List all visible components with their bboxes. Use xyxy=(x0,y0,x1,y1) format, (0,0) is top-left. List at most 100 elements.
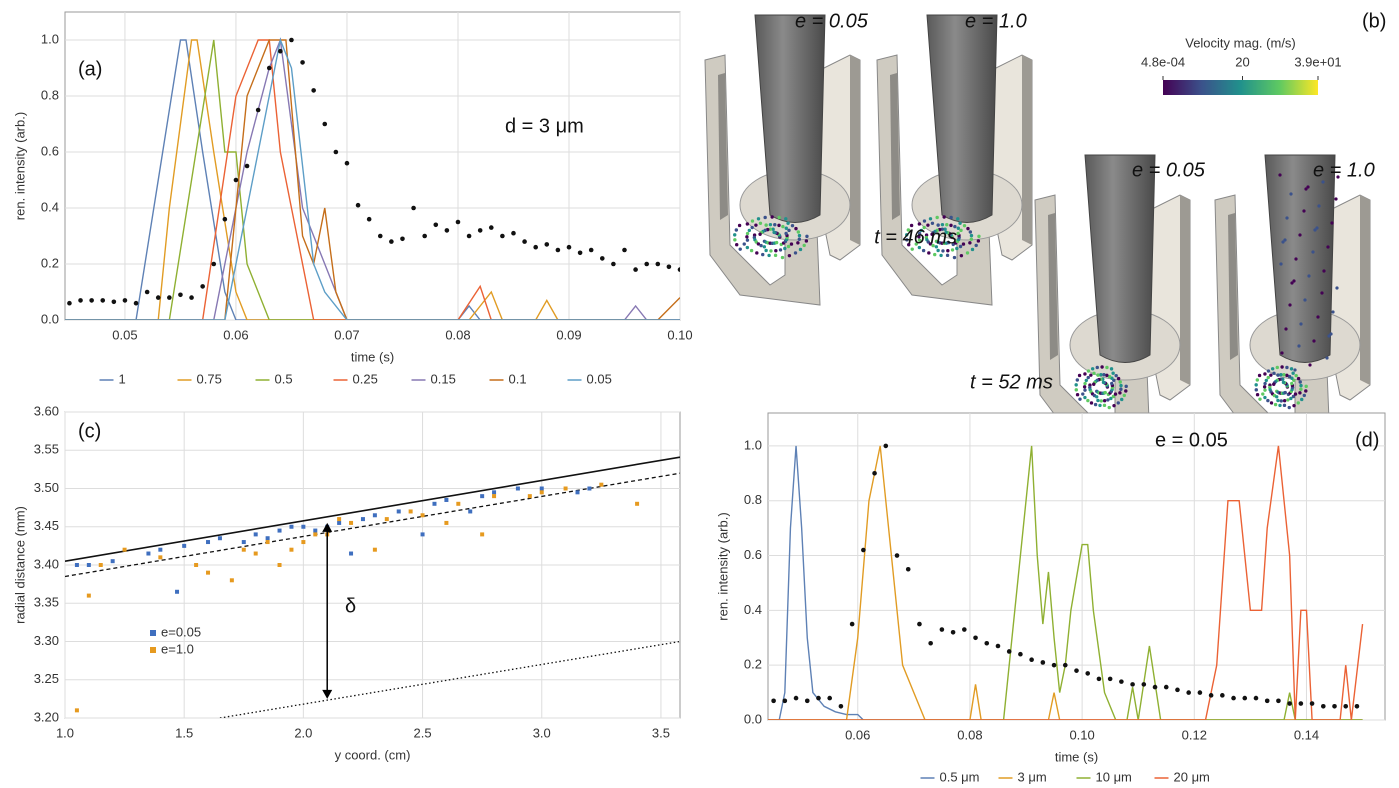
point xyxy=(622,248,627,253)
point xyxy=(245,164,250,169)
particle xyxy=(759,244,762,247)
particle xyxy=(774,249,777,252)
x-tick-label: 3.5 xyxy=(652,725,670,740)
point xyxy=(895,553,900,558)
particle xyxy=(775,241,778,244)
x-tick-label: 0.10 xyxy=(667,327,692,342)
point xyxy=(99,563,103,567)
annotation: e = 0.05 xyxy=(1155,429,1228,451)
particle xyxy=(743,242,746,245)
particle xyxy=(1312,339,1315,342)
point xyxy=(345,161,350,166)
point xyxy=(1130,682,1135,687)
point xyxy=(178,293,183,298)
legend-label: 0.1 xyxy=(509,371,527,386)
particle xyxy=(781,225,784,228)
colorbar-tick-label: 20 xyxy=(1235,54,1249,69)
particle xyxy=(1095,395,1098,398)
point xyxy=(1220,693,1225,698)
panel-label: (c) xyxy=(78,420,101,442)
y-tick-label: 0.8 xyxy=(744,492,762,507)
particle xyxy=(790,242,793,245)
point xyxy=(75,708,79,712)
particle xyxy=(1331,310,1334,313)
point xyxy=(234,178,239,183)
particle xyxy=(1102,381,1105,384)
particle xyxy=(1280,365,1283,368)
particle xyxy=(1284,327,1287,330)
particle xyxy=(927,251,930,254)
particle xyxy=(1114,374,1117,377)
particle xyxy=(1280,399,1283,402)
point xyxy=(578,251,583,256)
particle xyxy=(1085,379,1088,382)
particle xyxy=(959,229,962,232)
panel-label: (a) xyxy=(78,58,102,80)
particle xyxy=(949,216,952,219)
render-label: t = 52 ms xyxy=(970,371,1053,393)
particle xyxy=(953,256,956,259)
point xyxy=(1164,685,1169,690)
particle xyxy=(1294,374,1297,377)
particle xyxy=(758,233,761,236)
particle xyxy=(751,219,754,222)
point xyxy=(433,223,438,228)
point xyxy=(1007,649,1012,654)
legend-label: 0.05 xyxy=(587,371,612,386)
x-tick-label: 2.5 xyxy=(414,725,432,740)
y-tick-label: 0.2 xyxy=(41,255,59,270)
particle xyxy=(962,242,965,245)
particle xyxy=(1304,385,1307,388)
particle xyxy=(1297,377,1300,380)
particle xyxy=(1102,373,1105,376)
point xyxy=(600,256,605,261)
point xyxy=(337,517,341,521)
particle xyxy=(777,224,780,227)
particle xyxy=(1089,373,1092,376)
particle xyxy=(1283,404,1286,407)
particle xyxy=(1100,365,1103,368)
point xyxy=(356,203,361,208)
particle xyxy=(974,244,977,247)
colorbar-tick-label: 4.8e-04 xyxy=(1141,54,1185,69)
point xyxy=(182,544,186,548)
render-label: e = 0.05 xyxy=(1132,159,1206,181)
particle xyxy=(799,248,802,251)
x-axis-label: time (s) xyxy=(1055,749,1098,764)
particle xyxy=(1294,392,1297,395)
x-tick-label: 1.5 xyxy=(175,725,193,740)
particle xyxy=(755,251,758,254)
particle xyxy=(784,217,787,220)
point xyxy=(1343,704,1348,709)
point xyxy=(951,630,956,635)
particle xyxy=(971,248,974,251)
particle xyxy=(1330,221,1333,224)
particle xyxy=(936,249,939,252)
point xyxy=(1097,677,1102,682)
point xyxy=(1063,663,1068,668)
point xyxy=(206,540,210,544)
point xyxy=(492,490,496,494)
point xyxy=(422,234,427,239)
point xyxy=(266,540,270,544)
point xyxy=(223,217,228,222)
particle xyxy=(796,241,799,244)
housing xyxy=(1360,195,1370,385)
point xyxy=(1029,657,1034,662)
point xyxy=(75,563,79,567)
particle xyxy=(1313,228,1316,231)
particle xyxy=(1117,401,1120,404)
point xyxy=(528,494,532,498)
point xyxy=(256,108,261,113)
point xyxy=(349,521,353,525)
particle xyxy=(1119,388,1122,391)
particle xyxy=(1276,366,1279,369)
particle xyxy=(1285,374,1288,377)
particle xyxy=(1114,392,1117,395)
legend-label: 0.5 μm xyxy=(940,769,980,784)
particle xyxy=(1261,392,1264,395)
point xyxy=(100,298,105,303)
point xyxy=(1231,696,1236,701)
particle xyxy=(977,235,980,238)
point xyxy=(940,627,945,632)
